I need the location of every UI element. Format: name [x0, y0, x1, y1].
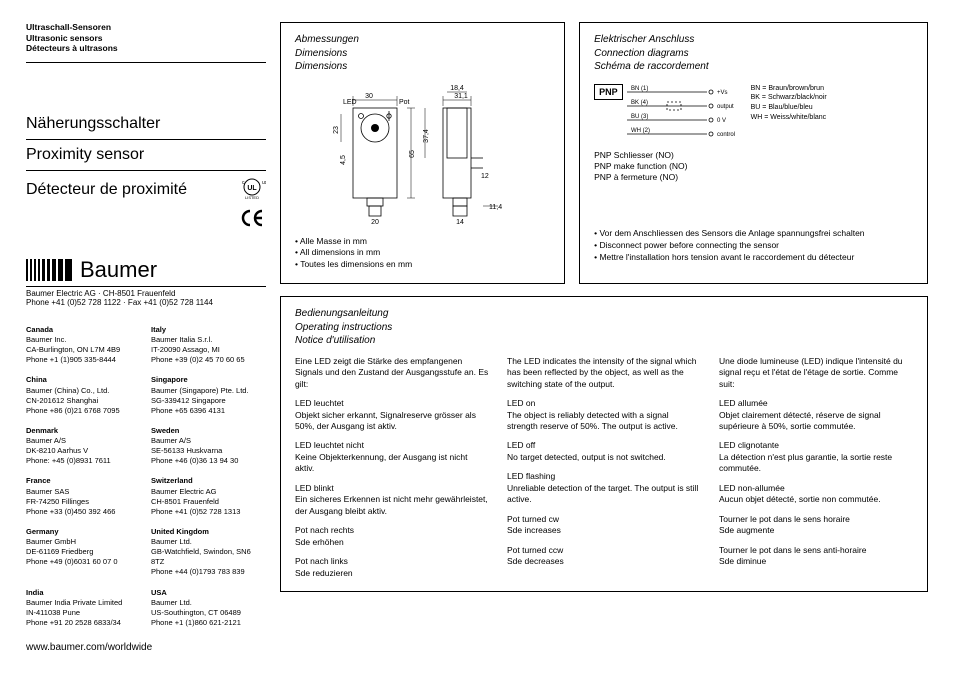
- address-grid: CanadaBaumer Inc.CA-Burlington, ON L7M 4…: [26, 325, 266, 628]
- svg-text:4,5: 4,5: [340, 155, 347, 165]
- instr-col-de: Eine LED zeigt die Stärke des empfangene…: [295, 356, 489, 580]
- doc-type-fr: Détecteurs à ultrasons: [26, 43, 266, 54]
- address-entry: USABaumer Ltd.US-Southington, CT 06489Ph…: [151, 588, 266, 629]
- wire-legend: BN = Braun/brown/brun BK = Schwarz/black…: [751, 84, 827, 123]
- warnings: • Vor dem Anschliessen des Sensors die A…: [594, 228, 913, 264]
- dim-note-2: • Toutes les dimensions en mm: [295, 259, 550, 271]
- svg-text:31,1: 31,1: [454, 93, 468, 100]
- svg-text:LISTED: LISTED: [245, 195, 259, 200]
- dim-note-1: • All dimensions in mm: [295, 247, 550, 259]
- page-root: Ultraschall-Sensoren Ultrasonic sensors …: [26, 22, 928, 653]
- dim-pot: Pot: [399, 99, 410, 106]
- address-entry: FranceBaumer SASFR-74250 FillingesPhone …: [26, 476, 141, 517]
- svg-text:23: 23: [333, 126, 340, 134]
- instructions-columns: Eine LED zeigt die Stärke des empfangene…: [295, 356, 913, 580]
- dim-note-0: • Alle Masse in mm: [295, 236, 550, 248]
- svg-text:output: output: [717, 104, 734, 110]
- conn-heading-de: Elektrischer Anschluss: [594, 33, 913, 47]
- address-entry: United KingdomBaumer Ltd.GB-Watchfield, …: [151, 527, 266, 578]
- svg-text:11,4: 11,4: [489, 204, 502, 211]
- address-entry: CanadaBaumer Inc.CA-Burlington, ON L7M 4…: [26, 325, 141, 366]
- address-entry: ChinaBaumer (China) Co., Ltd.CN-201612 S…: [26, 375, 141, 416]
- dim-heading-en: Dimensions: [295, 47, 550, 61]
- ul-listed-icon: ULLISTEDcus: [238, 178, 266, 200]
- ce-icon: [240, 209, 266, 227]
- logo-stripes-icon: [26, 259, 72, 281]
- svg-text:12: 12: [481, 173, 489, 180]
- left-column: Ultraschall-Sensoren Ultrasonic sensors …: [26, 22, 266, 653]
- company-line: Baumer Electric AG · CH-8501 Frauenfeld: [26, 289, 266, 298]
- doc-type-de: Ultraschall-Sensoren: [26, 22, 266, 33]
- address-entry: ItalyBaumer Italia S.r.l.IT-20090 Assago…: [151, 325, 266, 366]
- product-de: Näherungsschalter: [26, 115, 266, 133]
- divider: [26, 286, 266, 287]
- svg-text:14: 14: [456, 219, 464, 226]
- instr-heading-de: Bedienungsanleitung: [295, 307, 913, 321]
- dim-led: LED: [343, 99, 357, 106]
- url: www.baumer.com/worldwide: [26, 642, 266, 653]
- pnp-functions: PNP Schliesser (NO) PNP make function (N…: [594, 150, 913, 184]
- instructions-box: Bedienungsanleitung Operating instructio…: [280, 296, 928, 592]
- connection-diagram-row: PNP BN (1)+Vs BK (4)outpu: [594, 84, 913, 144]
- address-entry: SingaporeBaumer (Singapore) Pte. Ltd.SG-…: [151, 375, 266, 416]
- doc-type-en: Ultrasonic sensors: [26, 33, 266, 44]
- instr-heading-en: Operating instructions: [295, 321, 913, 335]
- instr-col-fr: Une diode lumineuse (LED) indique l'inte…: [719, 356, 913, 580]
- address-entry: GermanyBaumer GmbHDE-61169 FriedbergPhon…: [26, 527, 141, 578]
- svg-text:BU (3): BU (3): [631, 114, 648, 120]
- svg-text:UL: UL: [247, 185, 257, 192]
- product-en: Proximity sensor: [26, 146, 266, 164]
- dim-heading-fr: Dimensions: [295, 60, 550, 74]
- svg-text:65: 65: [409, 150, 416, 158]
- svg-text:20: 20: [371, 219, 379, 226]
- conn-heading-fr: Schéma de raccordement: [594, 60, 913, 74]
- connection-box: Elektrischer Anschluss Connection diagra…: [579, 22, 928, 284]
- product-title-block: Näherungsschalter Proximity sensor Détec…: [26, 111, 266, 229]
- svg-text:+Vs: +Vs: [717, 90, 728, 96]
- divider: [26, 139, 266, 140]
- top-boxes-row: Abmessungen Dimensions Dimensions: [280, 22, 928, 284]
- svg-text:WH (2): WH (2): [631, 128, 650, 134]
- wiring-diagram: BN (1) +Vs BK (4) output BU (3) 0 V WH (2) c…: [627, 84, 737, 144]
- address-entry: SwitzerlandBaumer Electric AGCH-8501 Fra…: [151, 476, 266, 517]
- instr-heading-fr: Notice d'utilisation: [295, 334, 913, 348]
- phone-line: Phone +41 (0)52 728 1122 · Fax +41 (0)52…: [26, 298, 266, 307]
- svg-text:control: control: [717, 132, 735, 138]
- conn-heading-en: Connection diagrams: [594, 47, 913, 61]
- logo-row: Baumer: [26, 257, 266, 283]
- ce-mark: [26, 209, 266, 229]
- divider: [26, 62, 266, 63]
- cert-marks: ULLISTEDcus: [238, 178, 266, 202]
- brand-text: Baumer: [80, 257, 157, 283]
- product-fr: Détecteur de proximité: [26, 181, 187, 199]
- doc-type-block: Ultraschall-Sensoren Ultrasonic sensors …: [26, 22, 266, 54]
- svg-text:BN (1): BN (1): [631, 86, 648, 92]
- svg-text:BK (4): BK (4): [631, 100, 648, 106]
- dim-heading-de: Abmessungen: [295, 33, 550, 47]
- dimensions-box: Abmessungen Dimensions Dimensions: [280, 22, 565, 284]
- dimension-drawing: LED 30 Pot 31,1 18,4 65 37,4 23 4,5 12 2…: [313, 78, 533, 228]
- svg-text:us: us: [262, 180, 266, 186]
- svg-text:30: 30: [365, 93, 373, 100]
- divider: [26, 170, 266, 171]
- pnp-label: PNP: [594, 84, 623, 100]
- address-entry: DenmarkBaumer A/SDK-8210 Aarhus VPhone: …: [26, 426, 141, 467]
- svg-text:37,4: 37,4: [423, 129, 430, 143]
- instr-col-en: The LED indicates the intensity of the s…: [507, 356, 701, 580]
- svg-text:0 V: 0 V: [717, 118, 726, 124]
- address-entry: SwedenBaumer A/SSE-56133 HuskvarnaPhone …: [151, 426, 266, 467]
- svg-text:18,4: 18,4: [450, 85, 464, 92]
- address-entry: IndiaBaumer India Private LimitedIN-4110…: [26, 588, 141, 629]
- right-column: Abmessungen Dimensions Dimensions: [280, 22, 928, 653]
